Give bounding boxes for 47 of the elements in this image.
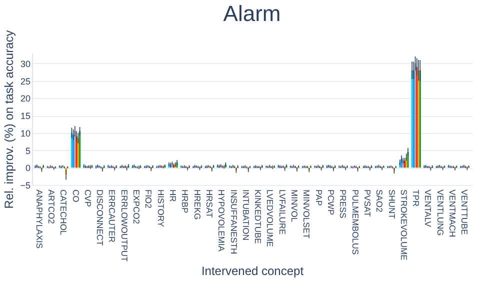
- x-tick-label: CVP: [82, 190, 93, 208]
- x-tick-label: CATECHOL: [58, 190, 69, 236]
- x-tick-label: EXPCO2: [132, 190, 142, 224]
- x-tick-label: STROKEVOLUME: [398, 190, 409, 261]
- x-tick-label: VENTMACH: [448, 190, 458, 238]
- x-tick-label: PVSAT: [362, 190, 372, 217]
- y-tick-label: 25: [20, 76, 30, 86]
- x-tick-label: MINVOL: [290, 190, 300, 222]
- chart-title: Alarm: [223, 0, 281, 26]
- x-tick-label: PULMEMBOLUS: [350, 190, 360, 256]
- x-tick-label: LVFAILURE: [277, 190, 288, 236]
- x-tick-label: HR: [168, 190, 178, 202]
- x-tick-label: ANAPHYLAXIS: [34, 190, 44, 249]
- x-tick-label: FIO2: [144, 190, 154, 209]
- y-tick-label: 30: [20, 58, 30, 69]
- x-tick-label: VENTTUBE: [460, 190, 470, 236]
- x-tick-label: ERRCAUTER: [107, 190, 118, 242]
- x-tick-label: HRSAT: [204, 190, 214, 218]
- x-tick-label: HISTORY: [156, 190, 166, 228]
- x-tick-label: CO: [70, 190, 81, 203]
- y-axis-title: Rel. improv. (%) on task accuracy: [2, 30, 16, 209]
- y-tick-label: 0: [25, 163, 30, 174]
- y-tick-label: 10: [20, 128, 30, 138]
- x-tick-label: INSUFFANESTH: [228, 190, 239, 254]
- x-tick-label: PRESS: [338, 190, 348, 219]
- x-tick-label: KINKEDTUBE: [253, 190, 264, 244]
- x-tick-label: SHUNT: [386, 190, 397, 219]
- y-tick-label: 20: [20, 94, 30, 104]
- x-tick-label: PCWP: [326, 190, 336, 216]
- x-tick-label: ERRLOWOUTPUT: [119, 190, 130, 262]
- x-tick-label: INTUBATION: [240, 190, 251, 240]
- x-tick-label: VENTALV: [423, 190, 434, 228]
- x-tick-label: HRBP: [180, 190, 190, 214]
- y-tick-label: 5: [25, 146, 30, 156]
- y-tick-label: −5: [20, 180, 30, 190]
- x-tick-label: SAO2: [374, 190, 385, 212]
- x-tick-label: TPR: [411, 190, 422, 206]
- y-tick-label: 15: [20, 111, 30, 122]
- x-tick-label: HYPOVOLEMIA: [216, 190, 227, 252]
- x-tick-label: HREKG: [192, 190, 202, 220]
- x-tick-label: ARTCO2: [46, 190, 56, 224]
- x-tick-label: LVEDVOLUME: [265, 190, 276, 248]
- x-tick-label: MINVOLSET: [302, 190, 312, 239]
- x-tick-label: PAP: [314, 190, 324, 206]
- x-tick-label: DISCONNECT: [95, 190, 106, 246]
- x-axis-title: Intervened concept: [201, 264, 304, 278]
- x-tick-label: VENTLUNG: [435, 190, 446, 236]
